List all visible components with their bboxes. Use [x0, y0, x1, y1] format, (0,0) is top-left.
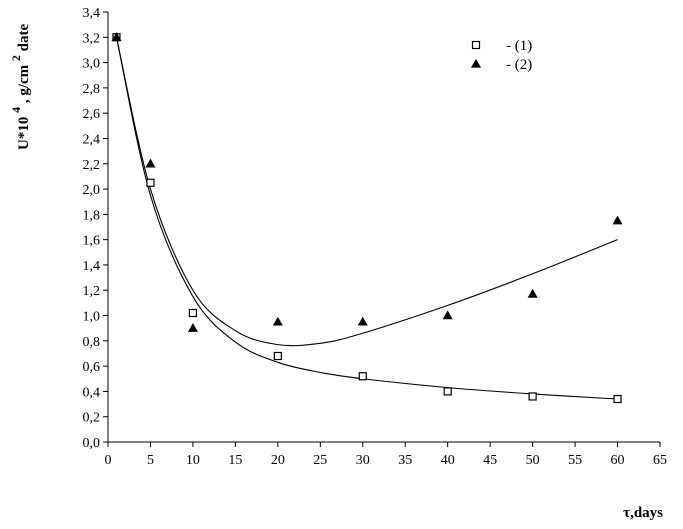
y-tick-label: 1,2 — [83, 284, 101, 299]
data-point-series-2 — [442, 310, 453, 320]
legend-label-series-1: - (1) — [506, 38, 532, 54]
data-point-series-1 — [358, 372, 367, 381]
y-axis-title-exp2: 2 — [9, 55, 23, 61]
x-tick-label: 35 — [398, 453, 412, 468]
x-axis: 0 5 10 15 20 25 30 35 40 45 50 55 60 65 — [105, 441, 667, 468]
y-tick-label: 2,0 — [83, 183, 101, 198]
x-tick-label: 55 — [568, 453, 582, 468]
x-axis-title: τ,days — [623, 505, 663, 521]
data-point-series-2 — [187, 323, 198, 332]
y-tick-label: 3,0 — [83, 57, 101, 72]
x-tick-label: 15 — [228, 453, 242, 468]
y-tick-label: 2,2 — [83, 158, 101, 173]
y-tick-label: 2,4 — [83, 132, 101, 147]
trend-line-series-2 — [115, 37, 618, 347]
x-tick-label: 30 — [356, 453, 370, 468]
x-tick-label: 65 — [653, 453, 667, 468]
x-tick-label: 50 — [526, 453, 540, 468]
legend-marker-series-2 — [470, 58, 482, 68]
data-point-series-1 — [613, 394, 622, 404]
x-tick-label: 10 — [186, 453, 200, 468]
data-markers — [111, 32, 623, 404]
legend: - (1) - (2) — [470, 38, 532, 73]
x-tick-label: 45 — [483, 453, 497, 468]
y-axis-title-tail: date — [16, 23, 32, 51]
legend-marker-series-1 — [471, 40, 481, 50]
y-tick-label: 2,8 — [83, 82, 101, 97]
y-tick-label: 0,6 — [83, 360, 101, 375]
x-tick-label: 20 — [271, 453, 285, 468]
y-tick-label: 1,6 — [83, 234, 101, 249]
trend-line-series-1 — [115, 37, 618, 400]
x-tick-label: 25 — [313, 453, 327, 468]
data-point-series-2 — [527, 288, 538, 298]
data-point-series-1 — [528, 392, 537, 401]
y-tick-label: 3,4 — [83, 6, 101, 21]
y-axis-title-main: U*10 — [16, 117, 32, 150]
data-point-series-1 — [188, 308, 198, 318]
legend-label-series-2: - (2) — [506, 57, 532, 73]
data-point-series-1 — [146, 178, 155, 187]
y-tick-label: 0,0 — [83, 436, 101, 451]
y-tick-label: 0,4 — [83, 385, 101, 400]
x-tick-label: 5 — [147, 453, 154, 468]
data-point-series-2 — [272, 316, 283, 326]
x-tick-label: 60 — [611, 453, 625, 468]
x-tick-label: 40 — [441, 453, 455, 468]
data-point-series-2 — [145, 158, 156, 168]
y-tick-label: 1,8 — [83, 208, 101, 223]
y-axis-title: U*10 4 , g/cm 2 date — [8, 23, 32, 150]
trend-lines — [115, 37, 618, 400]
data-point-series-1 — [273, 351, 282, 361]
y-tick-label: 1,0 — [83, 310, 101, 325]
y-axis: 0,0 0,2 0,4 0,6 0,8 1,0 1,2 1,4 1,6 1,8 2,0 2,2 2,4 2… — [83, 6, 109, 451]
y-tick-label: 1,4 — [83, 259, 101, 274]
y-tick-label: 0,8 — [83, 335, 101, 350]
y-tick-label: 2,6 — [83, 107, 101, 122]
data-point-series-2 — [612, 215, 623, 225]
data-point-series-1 — [443, 387, 452, 396]
x-tick-label: 0 — [105, 453, 112, 468]
y-tick-label: 3,2 — [83, 31, 101, 46]
data-point-series-2 — [111, 32, 122, 41]
y-axis-title-exp1: 4 — [9, 107, 23, 113]
y-tick-label: 0,2 — [83, 411, 101, 426]
data-point-series-2 — [357, 316, 368, 326]
y-axis-title-mid: , g/cm — [16, 64, 32, 103]
